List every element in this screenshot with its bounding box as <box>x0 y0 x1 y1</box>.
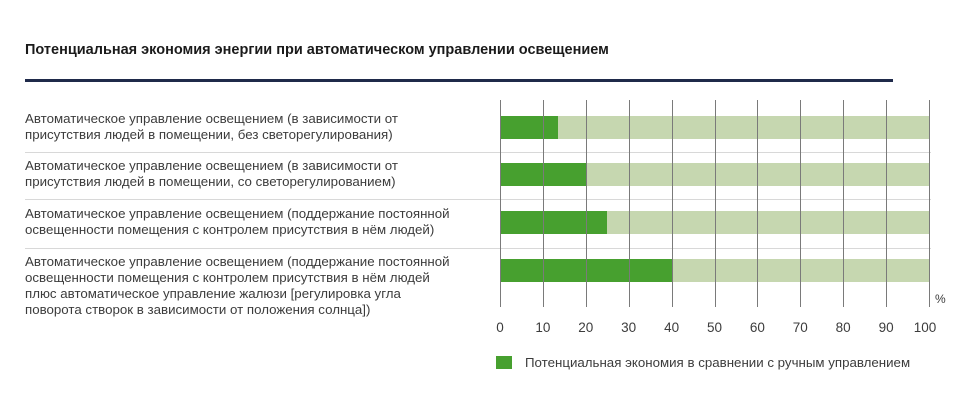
gridline <box>714 100 716 307</box>
x-tick-label: 0 <box>496 320 504 335</box>
x-unit: % <box>935 292 946 306</box>
category-label-line: Автоматическое управление освещением (в … <box>25 158 398 173</box>
gridline <box>542 100 544 307</box>
category-label: Автоматическое управление освещением (по… <box>25 254 450 318</box>
row-separator <box>25 199 931 200</box>
category-label-line: освещенности помещения с контролем прису… <box>25 270 430 285</box>
category-label-line: Автоматическое управление освещением (по… <box>25 254 450 269</box>
x-tick-label: 10 <box>535 320 551 335</box>
gridline <box>843 100 845 307</box>
gridline <box>800 100 802 307</box>
category-label: Автоматическое управление освещением (в … <box>25 158 398 190</box>
gridline <box>886 100 888 307</box>
category-label-line: поворота створок в зависимости от положе… <box>25 302 371 317</box>
category-label: Автоматическое управление освещением (в … <box>25 111 398 143</box>
bar <box>500 116 558 139</box>
row-separator <box>25 248 931 249</box>
x-tick-label: 100 <box>913 320 937 335</box>
x-tick-label: 90 <box>878 320 894 335</box>
x-tick-label: 50 <box>706 320 723 335</box>
category-label-line: Автоматическое управление освещением (в … <box>25 111 398 126</box>
title-rule <box>25 79 893 82</box>
gridline <box>671 100 673 307</box>
category-label-line: плюс автоматическое управление жалюзи [р… <box>25 286 401 301</box>
legend-swatch <box>496 356 512 369</box>
x-tick-label: 40 <box>664 320 680 335</box>
x-tick-label: 20 <box>578 320 594 335</box>
x-tick-label: 70 <box>792 320 808 335</box>
gridline <box>929 100 930 307</box>
category-label-line: присутствия людей в помещении, со светор… <box>25 174 396 189</box>
gridline <box>628 100 630 307</box>
gridline <box>585 100 587 307</box>
x-tick-label: 60 <box>749 320 765 335</box>
bar <box>500 211 608 234</box>
legend-label: Потенциальная экономия в сравнении с руч… <box>525 355 911 370</box>
x-tick-label: 30 <box>621 320 637 335</box>
chart-title: Потенциальная экономия энергии при автом… <box>25 42 609 58</box>
category-label-line: Автоматическое управление освещением (по… <box>25 206 450 221</box>
gridline <box>500 100 501 307</box>
category-label-line: освещенности помещения с контролем прису… <box>25 222 435 237</box>
row-separator <box>25 152 931 153</box>
gridline <box>757 100 759 307</box>
category-label-line: присутствия людей в помещении, без свето… <box>25 127 393 142</box>
category-label: Автоматическое управление освещением (по… <box>25 206 450 238</box>
x-tick-label: 80 <box>835 320 851 335</box>
